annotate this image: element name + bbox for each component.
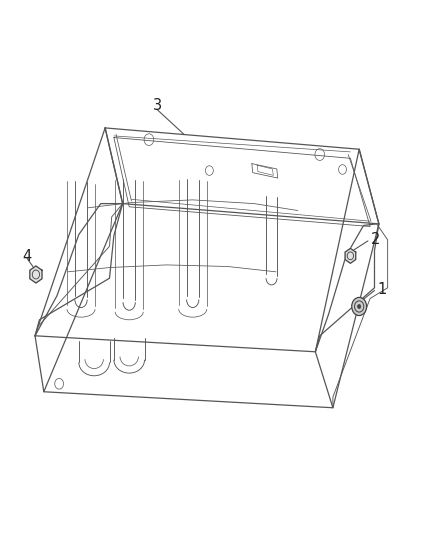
Circle shape	[352, 297, 367, 316]
Polygon shape	[30, 266, 42, 283]
Circle shape	[357, 304, 361, 309]
Text: 4: 4	[22, 249, 31, 264]
Polygon shape	[345, 248, 356, 263]
Text: 3: 3	[153, 98, 162, 113]
Text: 1: 1	[378, 282, 387, 297]
Text: 2: 2	[371, 232, 380, 247]
